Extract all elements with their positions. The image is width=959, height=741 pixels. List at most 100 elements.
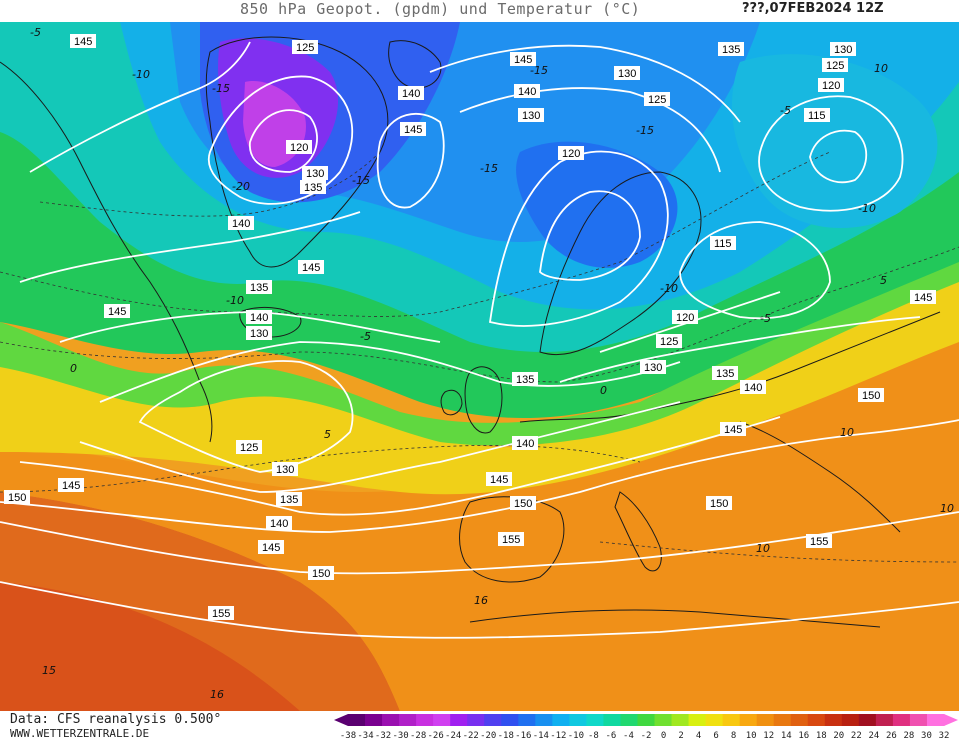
- legend-arrow-right: [944, 714, 958, 726]
- temp-label: -10: [660, 282, 678, 295]
- label-125-greenland: 125: [292, 40, 318, 54]
- label-145-mid: 145: [258, 540, 284, 554]
- temp-label: -5: [30, 26, 41, 39]
- label-140-france: 140: [512, 436, 538, 450]
- warm-core-southwest: [0, 582, 300, 711]
- legend-swatch: [824, 714, 843, 726]
- temp-label: 10: [940, 502, 954, 515]
- svg-text:135: 135: [722, 44, 740, 56]
- legend-tick-label: -22: [463, 731, 479, 740]
- svg-text:125: 125: [660, 336, 678, 348]
- label-150-atlantic-s: 150: [308, 566, 334, 580]
- label-145-svalbard: 145: [400, 122, 426, 136]
- temp-label: -15: [480, 162, 498, 175]
- label-150-east: 150: [858, 388, 884, 402]
- legend-swatch: [484, 714, 502, 726]
- svg-text:120: 120: [822, 80, 840, 92]
- legend-tick-label: -34: [357, 731, 373, 740]
- legend-arrow-left: [334, 714, 348, 726]
- legend-tick-label: -16: [515, 731, 531, 740]
- label-125-ne: 125: [822, 58, 848, 72]
- legend-tick-label: -14: [533, 731, 549, 740]
- svg-text:150: 150: [710, 498, 728, 510]
- legend-tick-label: 8: [731, 731, 736, 740]
- svg-text:140: 140: [402, 88, 420, 100]
- svg-text:145: 145: [262, 542, 280, 554]
- temp-label: 5: [324, 428, 331, 441]
- legend-swatch: [875, 714, 894, 726]
- legend-swatch: [467, 714, 485, 726]
- svg-text:150: 150: [312, 568, 330, 580]
- svg-text:155: 155: [810, 536, 828, 548]
- cyan-airmass-northeast: [731, 54, 938, 229]
- legend-swatch: [552, 714, 570, 726]
- svg-text:125: 125: [826, 60, 844, 72]
- label-135-atlantic: 140: [246, 310, 272, 324]
- temp-label: 10: [756, 542, 770, 555]
- label-155-atlantic-s: 155: [208, 606, 234, 620]
- legend-tick-label: 32: [939, 731, 950, 740]
- label-130-baltic: 130: [640, 360, 666, 374]
- svg-text:135: 135: [280, 494, 298, 506]
- temp-label: -5: [780, 104, 791, 117]
- weather-map: 145 125 140 135 130 125 130 115 120 130 …: [0, 22, 959, 711]
- label-140-mid: 140: [266, 516, 292, 530]
- label-145-west2: 145: [58, 478, 84, 492]
- legend-tick-label: 2: [678, 731, 683, 740]
- legend-tick-label: -8: [588, 731, 599, 740]
- temp-label: 16: [210, 688, 224, 701]
- light-green-band: [0, 252, 959, 446]
- legend-tick-label: -28: [410, 731, 426, 740]
- temp-label: -15: [636, 124, 654, 137]
- label-155-east: 155: [806, 534, 832, 548]
- temp-label: -10: [858, 202, 876, 215]
- legend-swatch: [569, 714, 587, 726]
- label-155-iberia: 155: [498, 532, 524, 546]
- legend-swatch: [501, 714, 519, 726]
- legend-swatches: [334, 714, 958, 726]
- valid-time-stamp: ???,07FEB2024 12Z: [742, 1, 884, 16]
- svg-text:145: 145: [302, 262, 320, 274]
- legend-swatch: [722, 714, 741, 726]
- label-135-uk: 135: [512, 372, 538, 386]
- svg-text:115: 115: [714, 238, 732, 250]
- legend-tick-label: 24: [868, 731, 879, 740]
- temperature-color-legend: -38 -34 -32 -30 -28 -26 -24 -22 -20 -18 -16 -14 -12-…: [334, 714, 958, 740]
- legend-tick-label: 16: [798, 731, 809, 740]
- map-title: 850 hPa Geopot. (gpdm) und Temperatur (°…: [240, 0, 641, 18]
- svg-text:145: 145: [514, 54, 532, 66]
- legend-tick-label: 22: [851, 731, 862, 740]
- temp-label: -15: [530, 64, 548, 77]
- legend-swatch: [841, 714, 860, 726]
- data-source-label: Data: CFS reanalysis 0.500°: [10, 712, 222, 727]
- svg-text:145: 145: [490, 474, 508, 486]
- svg-text:140: 140: [250, 312, 268, 324]
- label-150-west: 150: [4, 490, 30, 504]
- label-140-east: 140: [740, 380, 766, 394]
- legend-tick-label: 28: [904, 731, 915, 740]
- temp-label: 15: [42, 664, 56, 677]
- label-145-ne-edge: 145: [910, 290, 936, 304]
- legend-swatch: [705, 714, 724, 726]
- svg-text:135: 135: [250, 282, 268, 294]
- geopotential-labels: 145 125 140 135 130 125 130 115 120 130 …: [4, 34, 936, 620]
- legend-swatch: [603, 714, 621, 726]
- legend-swatch: [926, 714, 945, 726]
- label-120-baltic: 120: [672, 310, 698, 324]
- temp-label: -15: [212, 82, 230, 95]
- temp-label: 16: [474, 594, 488, 607]
- svg-text:145: 145: [724, 424, 742, 436]
- temperature-labels: -5 -10 -15 -20 -15 -10 -5 0 5 10 -15 -10…: [30, 26, 954, 701]
- blue-airmass-scandinavia: [516, 141, 678, 268]
- svg-text:150: 150: [8, 492, 26, 504]
- legend-tick-label: 10: [746, 731, 757, 740]
- legend-tick-label: -12: [550, 731, 566, 740]
- temp-label: 0: [70, 362, 77, 375]
- svg-text:115: 115: [808, 110, 826, 122]
- svg-text:150: 150: [862, 390, 880, 402]
- label-140-ice: 140: [228, 216, 254, 230]
- label-135-north: 130: [518, 108, 544, 122]
- legend-swatch: [858, 714, 877, 726]
- label-150-italy: 150: [706, 496, 732, 510]
- svg-text:130: 130: [618, 68, 636, 80]
